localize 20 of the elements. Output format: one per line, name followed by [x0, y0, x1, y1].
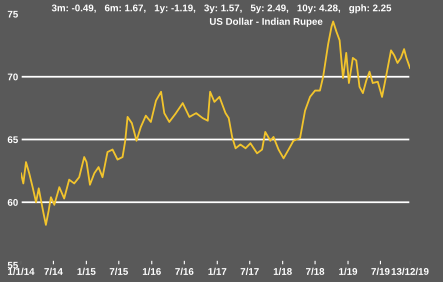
x-tick-label: 1/15 — [78, 268, 96, 276]
x-tick-label: 13/12/19 — [392, 268, 429, 276]
x-tick-label: 1/17 — [208, 268, 226, 276]
y-tick-label: 75 — [8, 10, 18, 18]
chart-title: 3m: -0.49, 6m: 1.67, 1y: -1.19, 3y: 1.57, 5y: 2.49, 10y: 4.28, gph: 2.25 — [52, 4, 392, 14]
x-tick-label: 1/16 — [142, 268, 161, 276]
y-tick-label: 70 — [8, 73, 18, 80]
x-tick-label: 7/16 — [175, 268, 194, 276]
x-tick-label: 7/14 — [44, 268, 63, 276]
x-tick-label: 7/18 — [306, 268, 324, 276]
y-tick-label: 55 — [8, 262, 18, 269]
x-tick-label: 1/19 — [339, 268, 358, 276]
x-tick-label: 7/17 — [240, 268, 259, 276]
y-tick-label: 60 — [8, 198, 18, 206]
x-tick-label: 7/19 — [371, 268, 390, 276]
y-tick-label: 65 — [8, 136, 18, 144]
chart-subtitle: US Dollar - Indian Rupee — [210, 18, 322, 27]
x-tick-label: 7/15 — [110, 268, 128, 276]
x-tick-label: 1/1/14 — [8, 268, 34, 276]
x-tick-label: 1/18 — [274, 268, 292, 276]
